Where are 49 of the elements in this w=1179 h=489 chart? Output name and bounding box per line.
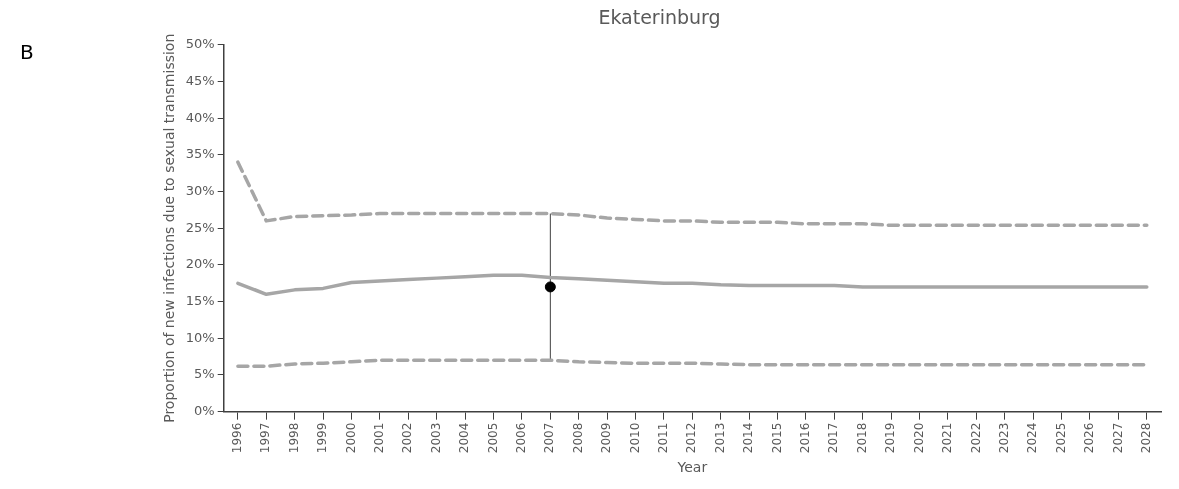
x-tick-label: 2025: [1053, 422, 1068, 454]
x-tick-label: 2005: [485, 422, 500, 454]
x-tick-label: 2016: [798, 422, 813, 454]
x-tick-label: 2003: [428, 422, 443, 454]
y-tick-label: 50%: [185, 36, 215, 52]
y-tick-label: 35%: [185, 146, 215, 162]
x-tick-label: 2027: [1110, 422, 1125, 454]
y-tick-label: 10%: [185, 329, 215, 345]
x-tick-label: 2001: [372, 422, 387, 454]
x-tick-label: 2024: [1025, 422, 1040, 454]
y-tick-label: 0%: [194, 403, 215, 419]
x-tick-label: 2019: [883, 422, 898, 454]
y-axis-title: Proportion of new infections due to sexual transmission: [161, 33, 178, 423]
x-tick-label: 2013: [712, 422, 727, 454]
x-tick-label: 2012: [684, 422, 699, 454]
x-tick-label: 2028: [1138, 422, 1153, 454]
x-tick-label: 2023: [996, 422, 1011, 454]
text: B: [20, 40, 34, 65]
chart-title: Ekaterinburg: [598, 6, 721, 29]
y-tick-label: 45%: [185, 72, 215, 88]
x-tick-label: 2004: [457, 422, 472, 454]
x-tick-label: 2026: [1082, 422, 1097, 454]
x-tick-label: 2000: [343, 422, 358, 454]
y-tick-label: 30%: [185, 182, 215, 198]
x-tick-label: 2009: [599, 422, 614, 454]
x-tick-label: 2002: [400, 422, 415, 454]
x-tick-label: 2008: [570, 422, 585, 454]
x-tick-label: 2020: [911, 422, 926, 454]
x-tick-label: 1998: [286, 422, 301, 454]
line-series: [236, 160, 1149, 228]
y-tick-label: 40%: [185, 109, 215, 125]
x-tick-label: 1997: [258, 422, 273, 454]
x-tick-label: 1996: [230, 422, 245, 454]
x-tick-label: 2010: [627, 422, 642, 454]
x-tick-label: 2011: [656, 422, 671, 454]
x-tick-label: 2018: [854, 422, 869, 454]
y-tick-label: 5%: [194, 366, 215, 382]
x-tick-label: 2014: [741, 422, 756, 454]
y-tick-label: 20%: [185, 256, 215, 272]
y-tick-label: 15%: [185, 292, 215, 308]
y-tick-label: 25%: [185, 219, 215, 235]
x-tick-label: 2022: [968, 422, 983, 454]
x-tick-label: 2015: [769, 422, 784, 454]
x-tick-label: 2006: [514, 422, 529, 454]
x-tick-label: 2017: [826, 422, 841, 454]
x-tick-label: 1999: [315, 422, 330, 454]
x-axis-title: Year: [676, 459, 708, 476]
x-tick-label: 2021: [940, 422, 955, 454]
x-tick-label: 2007: [542, 422, 557, 454]
